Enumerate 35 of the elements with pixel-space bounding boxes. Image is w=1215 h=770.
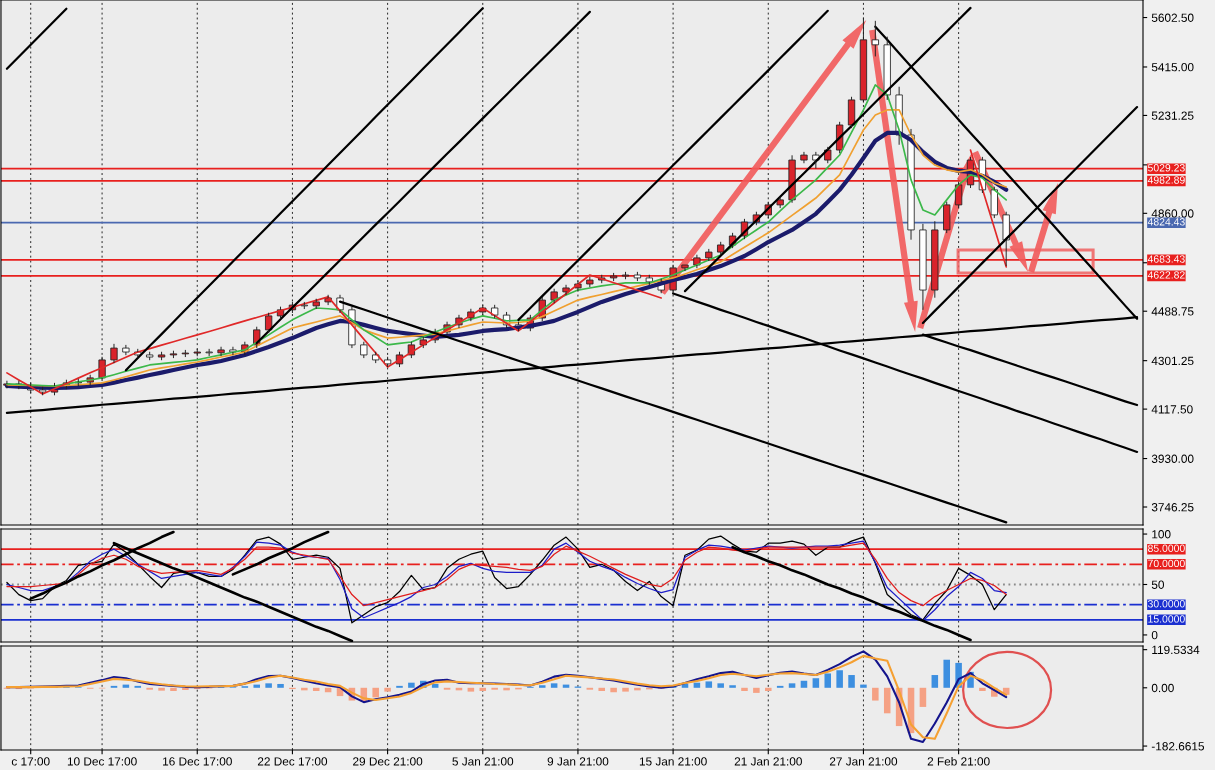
x-tick-label: c 17:00 [11,757,50,766]
y-tick-label: 0.00 [1151,683,1174,693]
y-tick-label: 100 [1152,530,1171,539]
ref-line-label: 30.0000 [1147,600,1185,608]
ref-line-label: 4824.43 [1147,218,1185,226]
x-tick-label: 9 Jan 21:00 [547,757,609,766]
y-tick-label: 4117.50 [1151,405,1193,414]
ref-line-label: 70.0000 [1148,559,1185,568]
ref-line-label: 5029.23 [1147,164,1185,172]
x-tick-label: 2 Feb 21:00 [927,756,990,766]
ref-line-label: 85.0000 [1148,544,1185,552]
y-tick-label: 50 [1151,580,1164,589]
y-tick-label: 3930.00 [1151,454,1194,463]
x-tick-label: 21 Jan 21:00 [734,757,802,766]
y-tick-label: -182.6615 [1151,742,1205,751]
ref-line-label: 15.0000 [1148,615,1185,623]
y-tick-label: 5231.25 [1151,111,1194,120]
y-tick-label: 4860.00 [1151,209,1194,218]
y-tick-label: 0 [1151,630,1158,640]
x-tick-label: 15 Jan 21:00 [639,757,707,766]
x-tick-label: 16 Dec 17:00 [163,757,232,766]
x-tick-label: 27 Jan 21:00 [829,757,898,766]
ref-line-label: 4982.89 [1147,176,1185,184]
x-tick-label: 5 Jan 21:00 [452,757,514,766]
x-tick-label: 29 Dec 21:00 [353,757,423,766]
ref-line-label: 4622.82 [1147,271,1185,279]
x-tick-label: 10 Dec 17:00 [67,757,137,766]
y-tick-label: 119.5334 [1152,645,1200,655]
y-tick-label: 4301.25 [1151,356,1194,366]
y-tick-label: 4488.75 [1151,307,1194,316]
y-tick-label: 3746.25 [1151,503,1194,512]
y-tick-label: 5602.50 [1151,13,1194,22]
ref-line-label: 4683.43 [1147,255,1185,263]
y-tick-label: 5415.00 [1151,63,1194,72]
x-tick-label: 22 Dec 17:00 [257,757,328,766]
